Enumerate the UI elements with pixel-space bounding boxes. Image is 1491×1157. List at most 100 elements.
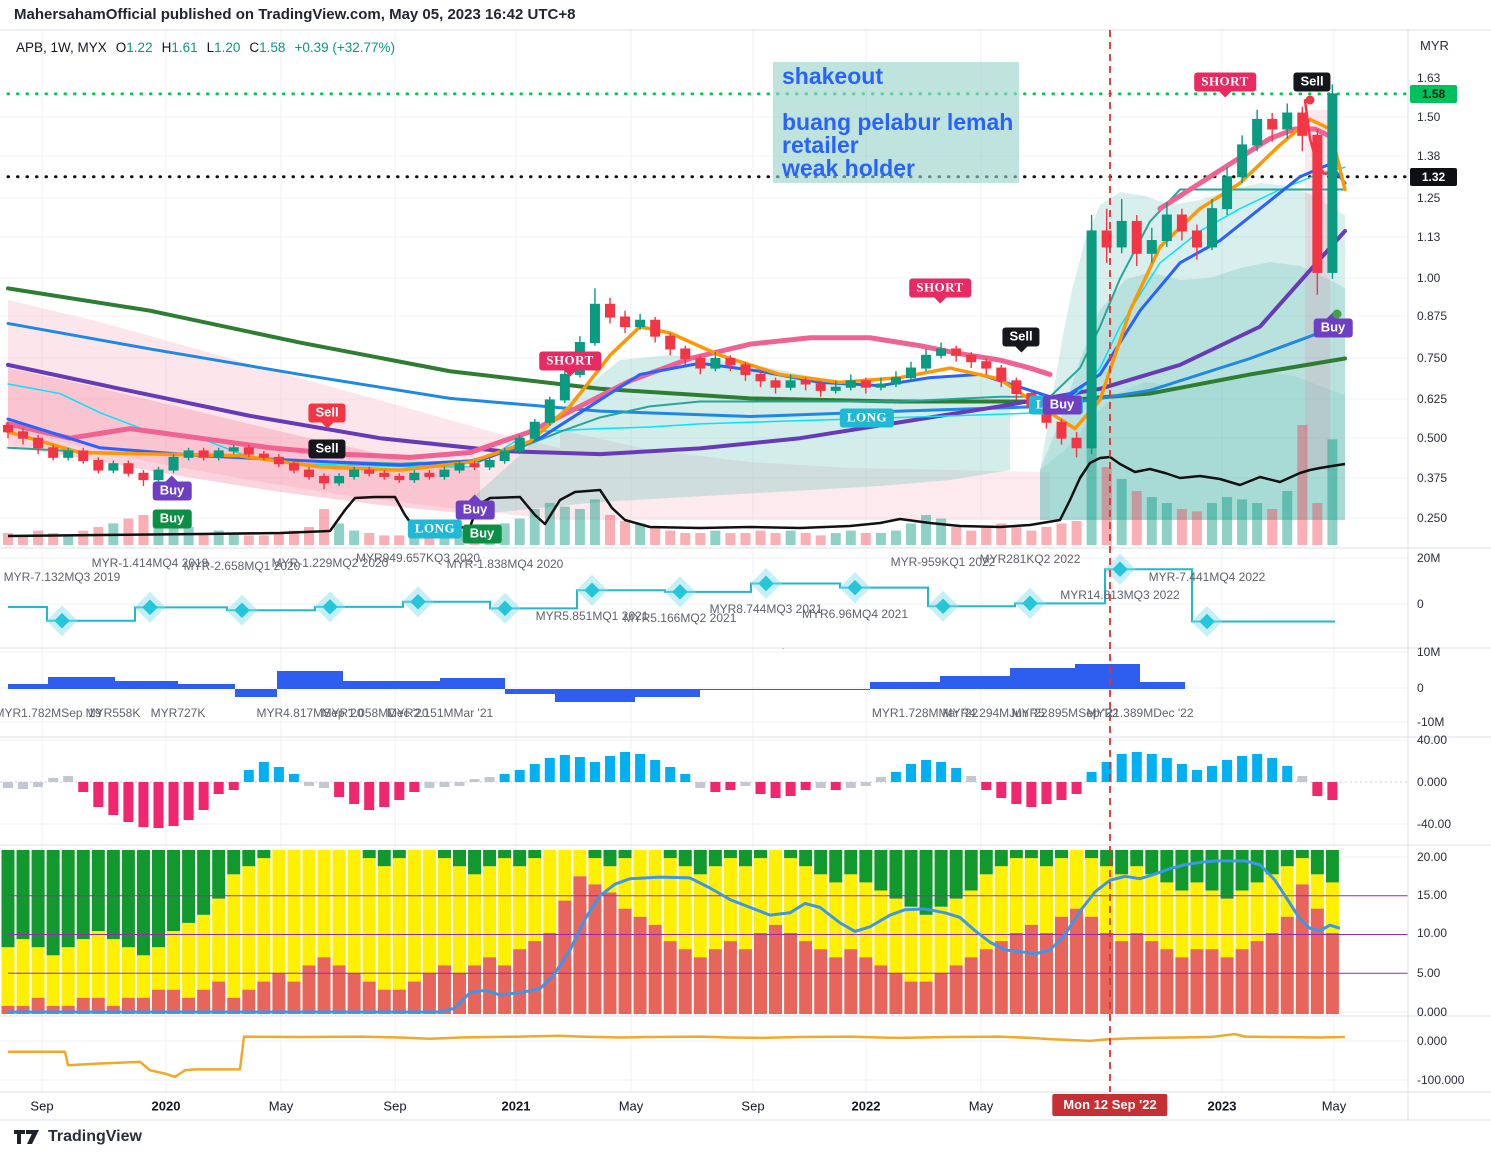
meter-green: [498, 850, 512, 859]
time-tick: Sep: [30, 1098, 54, 1114]
candle-body: [1252, 118, 1263, 146]
candle-body: [770, 380, 781, 388]
candle-body: [304, 469, 314, 477]
candle-body: [936, 348, 947, 356]
meter-green: [814, 850, 828, 875]
meter-yellow: [573, 850, 587, 877]
meter-green: [483, 850, 497, 867]
volume-bar: [996, 523, 1007, 545]
price-axis-currency: MYR: [1420, 38, 1449, 53]
candle-body: [213, 450, 224, 458]
volume-bar: [288, 530, 299, 545]
price-tick: 1.00: [1417, 271, 1441, 285]
candle-body: [409, 472, 420, 481]
meter-green: [979, 850, 993, 875]
volume-bar: [1222, 497, 1233, 545]
oscillator-bar: [213, 782, 224, 794]
candle-body: [1011, 380, 1022, 395]
meter-red: [1145, 941, 1159, 1014]
long-badge: LONG: [839, 408, 895, 428]
cashflow-label: MYR1.389MDec '22: [1086, 706, 1194, 720]
candle-body: [454, 463, 465, 471]
candle-body: [439, 469, 450, 477]
meter-yellow: [407, 850, 421, 982]
oscillator-bar: [1282, 766, 1293, 782]
meter-red: [919, 981, 933, 1014]
indicator-axis-tick: 10.00: [1417, 926, 1448, 940]
candle-body: [228, 447, 239, 452]
candle-body: [484, 460, 495, 468]
oscillator-bar: [860, 782, 871, 786]
oscillator-bar: [33, 782, 44, 787]
oscillator-bar: [755, 782, 766, 794]
oscillator-bar: [770, 782, 781, 798]
meter-red: [407, 981, 421, 1014]
oscillator-bar: [725, 782, 736, 790]
oscillator-bar: [198, 782, 209, 810]
meter-yellow: [769, 850, 783, 925]
meter-red: [377, 989, 391, 1014]
meter-green: [453, 850, 466, 867]
candle-body: [514, 437, 525, 452]
symbol-legend[interactable]: APB, 1W, MYX O1.22 H1.61 L1.20 C1.58 +0.…: [16, 40, 395, 55]
meter-yellow: [152, 947, 165, 990]
earnings-label: MYR-7.441MQ4 2022: [1148, 570, 1266, 585]
meter-yellow: [167, 931, 181, 990]
oscillator-bar: [680, 774, 691, 782]
tradingview-footer[interactable]: TradingView: [14, 1128, 142, 1146]
cashflow-label: MYR2.151MMar '21: [386, 706, 494, 720]
cashflow-label: MYR1.728MMar '22: [871, 706, 979, 720]
oscillator-bar: [996, 782, 1007, 798]
meter-green: [1250, 850, 1264, 883]
cashflow-labels: MYR-1.587MJun '20 MYR-2.047MJun '21MYR-6.…: [0, 648, 1408, 737]
meter-red: [1115, 941, 1129, 1014]
meter-green: [738, 850, 752, 867]
volume-bar: [605, 515, 615, 545]
meter-red: [859, 957, 873, 1014]
meter-red: [332, 965, 346, 1014]
meter-green: [964, 850, 978, 891]
volume-bar: [1026, 530, 1037, 545]
volume-bar: [409, 533, 420, 545]
cashflow-label: MYR-2.047MJun '21: [613, 648, 722, 650]
volume-bar: [936, 518, 947, 545]
ohlc-low: L1.20: [206, 40, 241, 55]
earnings-label: MYR949.657KQ3 2020: [355, 550, 481, 565]
earnings-label: MYR5.166MQ2 2021: [623, 610, 737, 625]
meter-red: [588, 884, 602, 1014]
time-tick: May: [618, 1098, 644, 1114]
meter-green: [468, 850, 482, 875]
oscillator-bar: [1312, 782, 1323, 796]
meter-yellow: [1039, 866, 1053, 933]
oscillator-bar: [815, 782, 826, 788]
meter-red: [964, 957, 978, 1014]
volume-bar: [680, 533, 691, 545]
buy-badge: Buy: [1042, 395, 1082, 415]
meter-yellow: [1024, 858, 1038, 925]
candle-body: [1176, 214, 1187, 232]
meter-green: [1160, 850, 1174, 883]
volume-bar: [273, 533, 284, 545]
oscillator-bar: [800, 782, 811, 790]
candle-body: [48, 447, 59, 458]
oscillator-bar: [906, 764, 916, 782]
meter-red: [663, 941, 677, 1014]
cashflow-label: MYR4.294MJun '22: [942, 706, 1048, 720]
change-value: +0.39 (+32.77%): [294, 40, 396, 55]
meter-red: [453, 973, 466, 1014]
meter-red: [152, 989, 165, 1014]
meter-yellow: [1265, 874, 1279, 933]
meter-green: [121, 850, 135, 948]
oscillator-bar: [589, 762, 600, 782]
candle-body: [288, 463, 299, 471]
oscillator-bar: [936, 762, 947, 782]
cashflow-label: MYR727K: [150, 706, 206, 720]
meter-yellow: [287, 850, 301, 982]
meter-yellow: [182, 922, 196, 998]
meter-yellow: [136, 955, 150, 998]
price-tick: 0.750: [1417, 351, 1448, 365]
meter-yellow: [227, 874, 241, 998]
meter-red: [1235, 949, 1249, 1014]
cashflow-label: MYR4.817MSep '20: [256, 706, 364, 720]
